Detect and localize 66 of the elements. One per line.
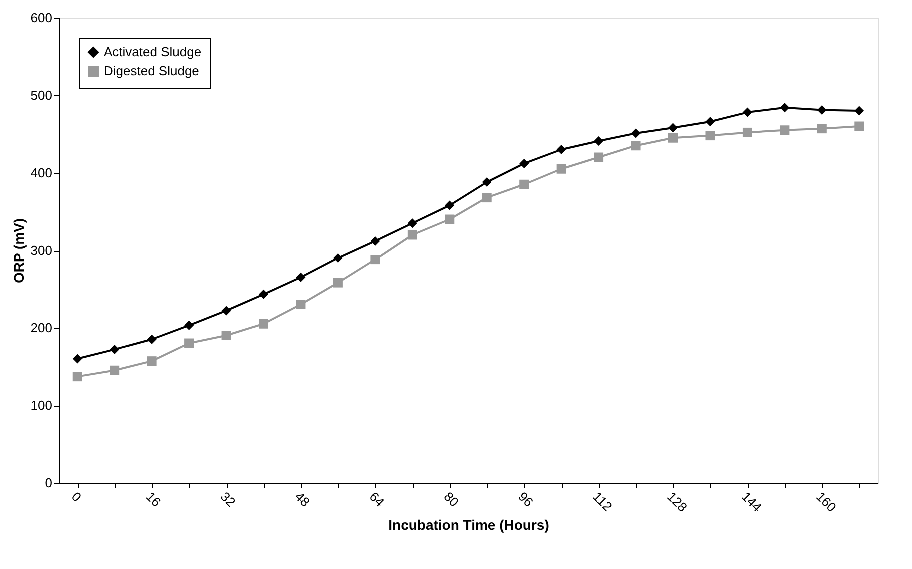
point — [445, 214, 455, 224]
point — [333, 278, 343, 288]
point — [408, 230, 418, 240]
y-tick-label: 200 — [30, 320, 52, 336]
x-axis-title: Incubation Time (Hours) — [388, 517, 550, 534]
x-tick-label: 80 — [441, 489, 462, 510]
legend-label: Digested Sludge — [104, 64, 200, 78]
y-axis-title: ORP (mV) — [10, 218, 27, 284]
point — [668, 133, 678, 143]
point — [184, 320, 194, 330]
point — [854, 122, 864, 132]
legend-label: Activated Sludge — [104, 44, 202, 60]
point — [520, 180, 530, 190]
y-tick-label: 500 — [30, 88, 52, 103]
y-tick-label: 300 — [30, 243, 52, 258]
point — [631, 128, 641, 138]
y-tick-label: 600 — [30, 10, 52, 26]
point — [110, 366, 120, 376]
point — [222, 331, 232, 340]
point — [817, 124, 827, 134]
point — [222, 306, 232, 316]
point — [520, 158, 530, 168]
point — [184, 338, 194, 348]
point — [706, 117, 716, 127]
y-tick-label: 100 — [30, 398, 52, 413]
y-tick-label: 0 — [45, 476, 52, 490]
point — [482, 178, 492, 188]
point — [72, 354, 82, 364]
point — [408, 218, 418, 228]
y-tick-label: 400 — [30, 166, 52, 180]
point — [631, 141, 641, 151]
point — [296, 272, 306, 282]
point — [445, 200, 455, 210]
point — [742, 128, 752, 138]
point — [556, 145, 566, 154]
point — [706, 131, 716, 141]
point — [259, 319, 268, 329]
x-tick-label: 0 — [68, 489, 85, 505]
point — [780, 126, 790, 136]
point — [817, 105, 827, 115]
point — [259, 290, 268, 300]
point — [296, 300, 306, 310]
x-tick-label: 160 — [813, 489, 840, 516]
point — [780, 103, 790, 113]
point — [370, 255, 380, 265]
x-tick-label: 48 — [292, 489, 314, 510]
point — [72, 372, 82, 382]
point — [668, 123, 678, 133]
point — [594, 152, 604, 162]
x-tick-label: 144 — [739, 489, 765, 516]
point — [147, 334, 157, 344]
point — [594, 136, 604, 146]
point — [742, 108, 752, 118]
x-tick-label: 16 — [143, 489, 164, 510]
point — [333, 254, 343, 263]
point — [110, 344, 120, 354]
x-tick-label: 112 — [590, 489, 616, 514]
x-tick-label: 32 — [218, 489, 239, 510]
x-tick-label: 64 — [366, 489, 388, 510]
point — [556, 164, 566, 174]
point — [482, 193, 492, 203]
x-tick-label: 96 — [516, 489, 536, 510]
point — [854, 106, 864, 116]
point — [370, 236, 380, 246]
point — [147, 356, 157, 366]
x-tick-label: 128 — [664, 489, 691, 516]
